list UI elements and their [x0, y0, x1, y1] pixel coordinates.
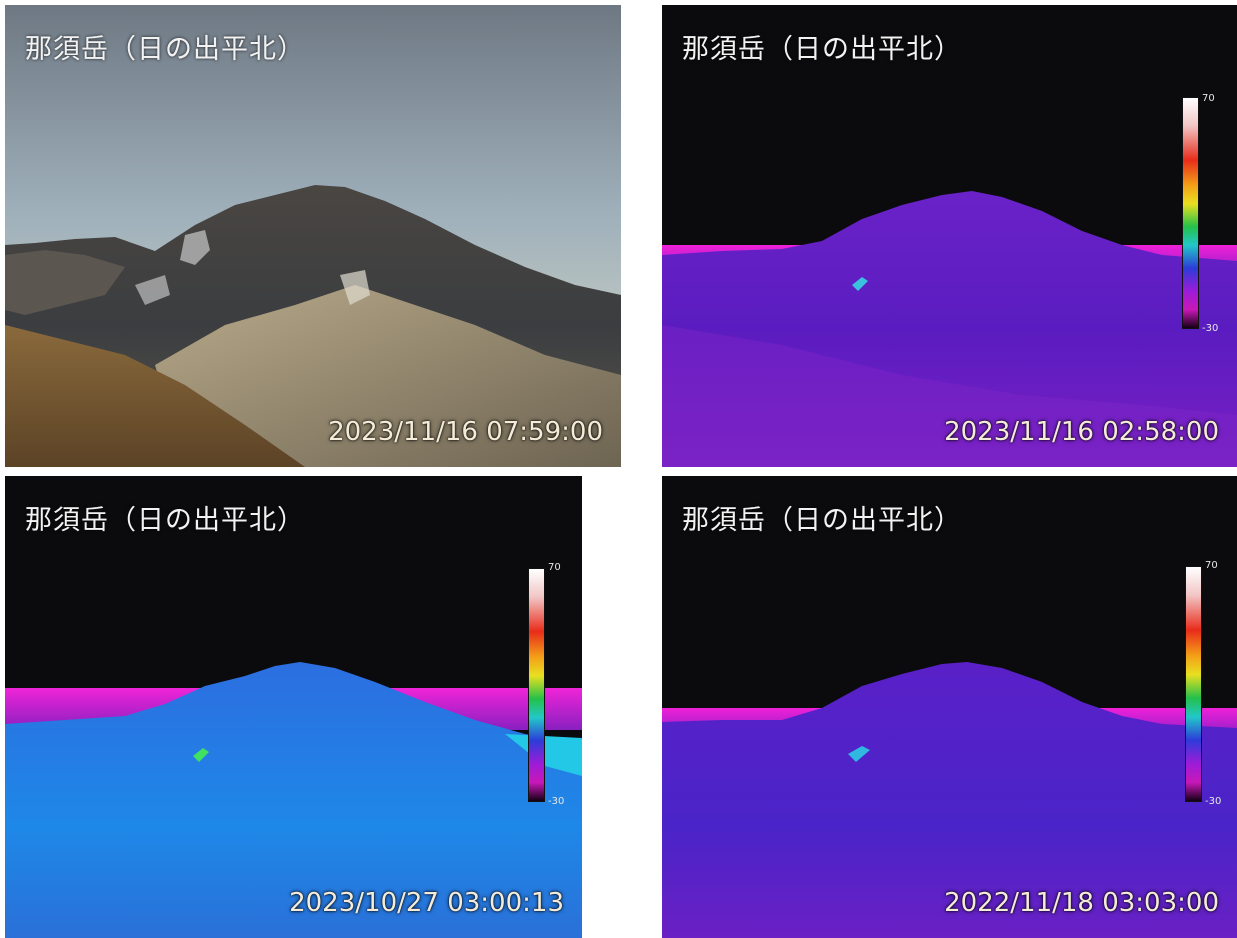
- mountain-body: [5, 662, 582, 938]
- camera-image-thermal: 那須岳（日の出平北） 2023/11/16 02:58:00 70 -30: [662, 5, 1237, 467]
- mountain-scene-thermal: [662, 5, 1237, 467]
- scale-min-label: -30: [1205, 796, 1222, 807]
- warm-spot: [193, 748, 209, 762]
- timestamp: 2022/11/18 03:03:00: [944, 888, 1219, 918]
- timestamp: 2023/11/16 07:59:00: [328, 417, 603, 447]
- scale-min-label: -30: [1202, 323, 1219, 334]
- warm-spot: [848, 746, 870, 762]
- camera-title: 那須岳（日の出平北）: [682, 34, 962, 65]
- camera-image-thermal: 那須岳（日の出平北） 2022/11/18 03:03:00 70 -30: [662, 476, 1237, 938]
- camera-title: 那須岳（日の出平北）: [25, 34, 305, 65]
- scale-max-label: 70: [1205, 560, 1218, 571]
- temperature-scale-bar: [529, 569, 544, 801]
- snow-patch: [180, 230, 210, 265]
- temperature-scale-bar: [1186, 567, 1201, 801]
- snow-patch: [135, 275, 170, 305]
- temperature-scale: [1185, 566, 1202, 802]
- timestamp: 2023/11/16 02:58:00: [944, 417, 1219, 447]
- camera-title: 那須岳（日の出平北）: [682, 505, 962, 536]
- timestamp: 2023/10/27 03:00:13: [289, 888, 564, 918]
- scale-min-label: -30: [548, 796, 565, 807]
- foreground-grass: [5, 325, 305, 467]
- lower-slope: [662, 325, 1237, 467]
- scale-max-label: 70: [548, 562, 561, 573]
- lower-slope: [155, 285, 621, 467]
- mountain-scene-thermal: [662, 476, 1237, 938]
- temperature-scale-bar: [1183, 98, 1198, 328]
- camera-image-visible: 那須岳（日の出平北） 2023/11/16 07:59:00: [5, 5, 621, 467]
- snow-patch: [340, 270, 370, 305]
- temperature-scale: [528, 568, 545, 802]
- camera-image-thermal: 那須岳（日の出平北） 2023/10/27 03:00:13 70 -30: [5, 476, 582, 938]
- left-ridge: [5, 250, 125, 315]
- camera-title: 那須岳（日の出平北）: [25, 505, 305, 536]
- temperature-scale: [1182, 97, 1199, 329]
- mountain-body: [662, 662, 1237, 938]
- mountain-scene-visible: [5, 5, 621, 467]
- mountain-scene-thermal: [5, 476, 582, 938]
- scale-max-label: 70: [1202, 93, 1215, 104]
- warm-spot: [852, 277, 868, 291]
